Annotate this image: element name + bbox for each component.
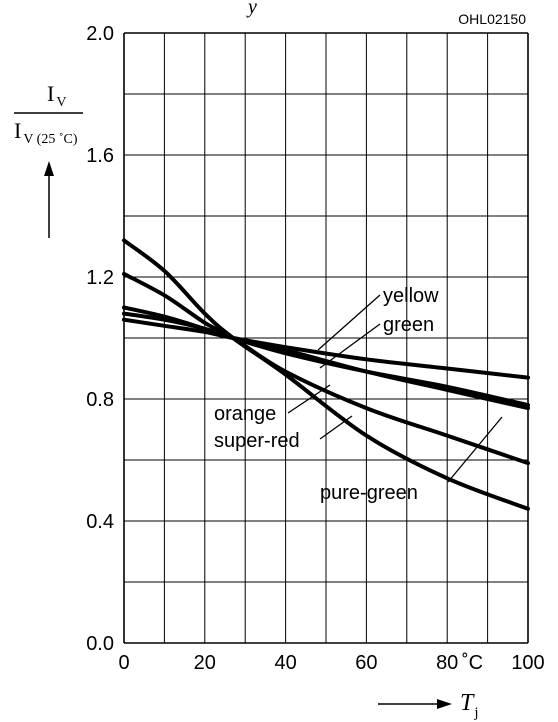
annotation-yellow: yellow [383, 285, 439, 307]
annotation-orange: orange [214, 403, 276, 425]
x-label-text: Tj [460, 690, 479, 721]
x-tick-labels: 0 20 40 60 80 100 [118, 652, 544, 674]
series-line-green [122, 311, 530, 411]
annotation-pure-green: pure-green [320, 482, 418, 504]
x-tick-label: 100 [511, 652, 544, 674]
y-tick-label: 0.0 [86, 633, 114, 655]
annotations: yellow green orange super-red pure-green [214, 285, 439, 504]
y-tick-label: 2.0 [86, 23, 114, 45]
y-tick-label: 0.4 [86, 511, 114, 533]
y-axis-arrow-head [44, 161, 54, 176]
header-top-label: y [246, 0, 257, 18]
x-axis-arrow-head [437, 699, 452, 709]
y-tick-labels: 0.0 0.4 0.8 1.2 1.6 2.0 [86, 23, 114, 655]
series-line-yellow [122, 317, 530, 380]
annotation-leader-orange [287, 384, 331, 414]
y-tick-label: 1.6 [86, 145, 114, 167]
series-lines [122, 238, 530, 511]
annotation-leaders [287, 294, 503, 483]
x-tick-label: 0 [118, 652, 129, 674]
grid [123, 32, 529, 644]
x-axis-label: Tj [378, 690, 479, 721]
annotation-leader-pure-green [447, 416, 503, 483]
annotation-green: green [383, 314, 434, 336]
series-line-orange [122, 305, 530, 408]
x-axis-unit: ˚C [462, 652, 483, 674]
annotation-leader-yellow [317, 294, 381, 351]
y-tick-label: 0.8 [86, 389, 114, 411]
y-tick-label: 1.2 [86, 267, 114, 289]
annotation-super-red: super-red [214, 430, 300, 452]
x-tick-label: 40 [274, 652, 296, 674]
x-tick-label: 60 [355, 652, 377, 674]
annotation-leader-super-red [319, 415, 353, 440]
annotation-leader-green [319, 323, 381, 369]
series-line-pure-green [122, 238, 530, 511]
figure-code: OHL02150 [458, 11, 526, 27]
x-tick-label: 20 [194, 652, 216, 674]
x-tick-label: 80 [436, 652, 458, 674]
